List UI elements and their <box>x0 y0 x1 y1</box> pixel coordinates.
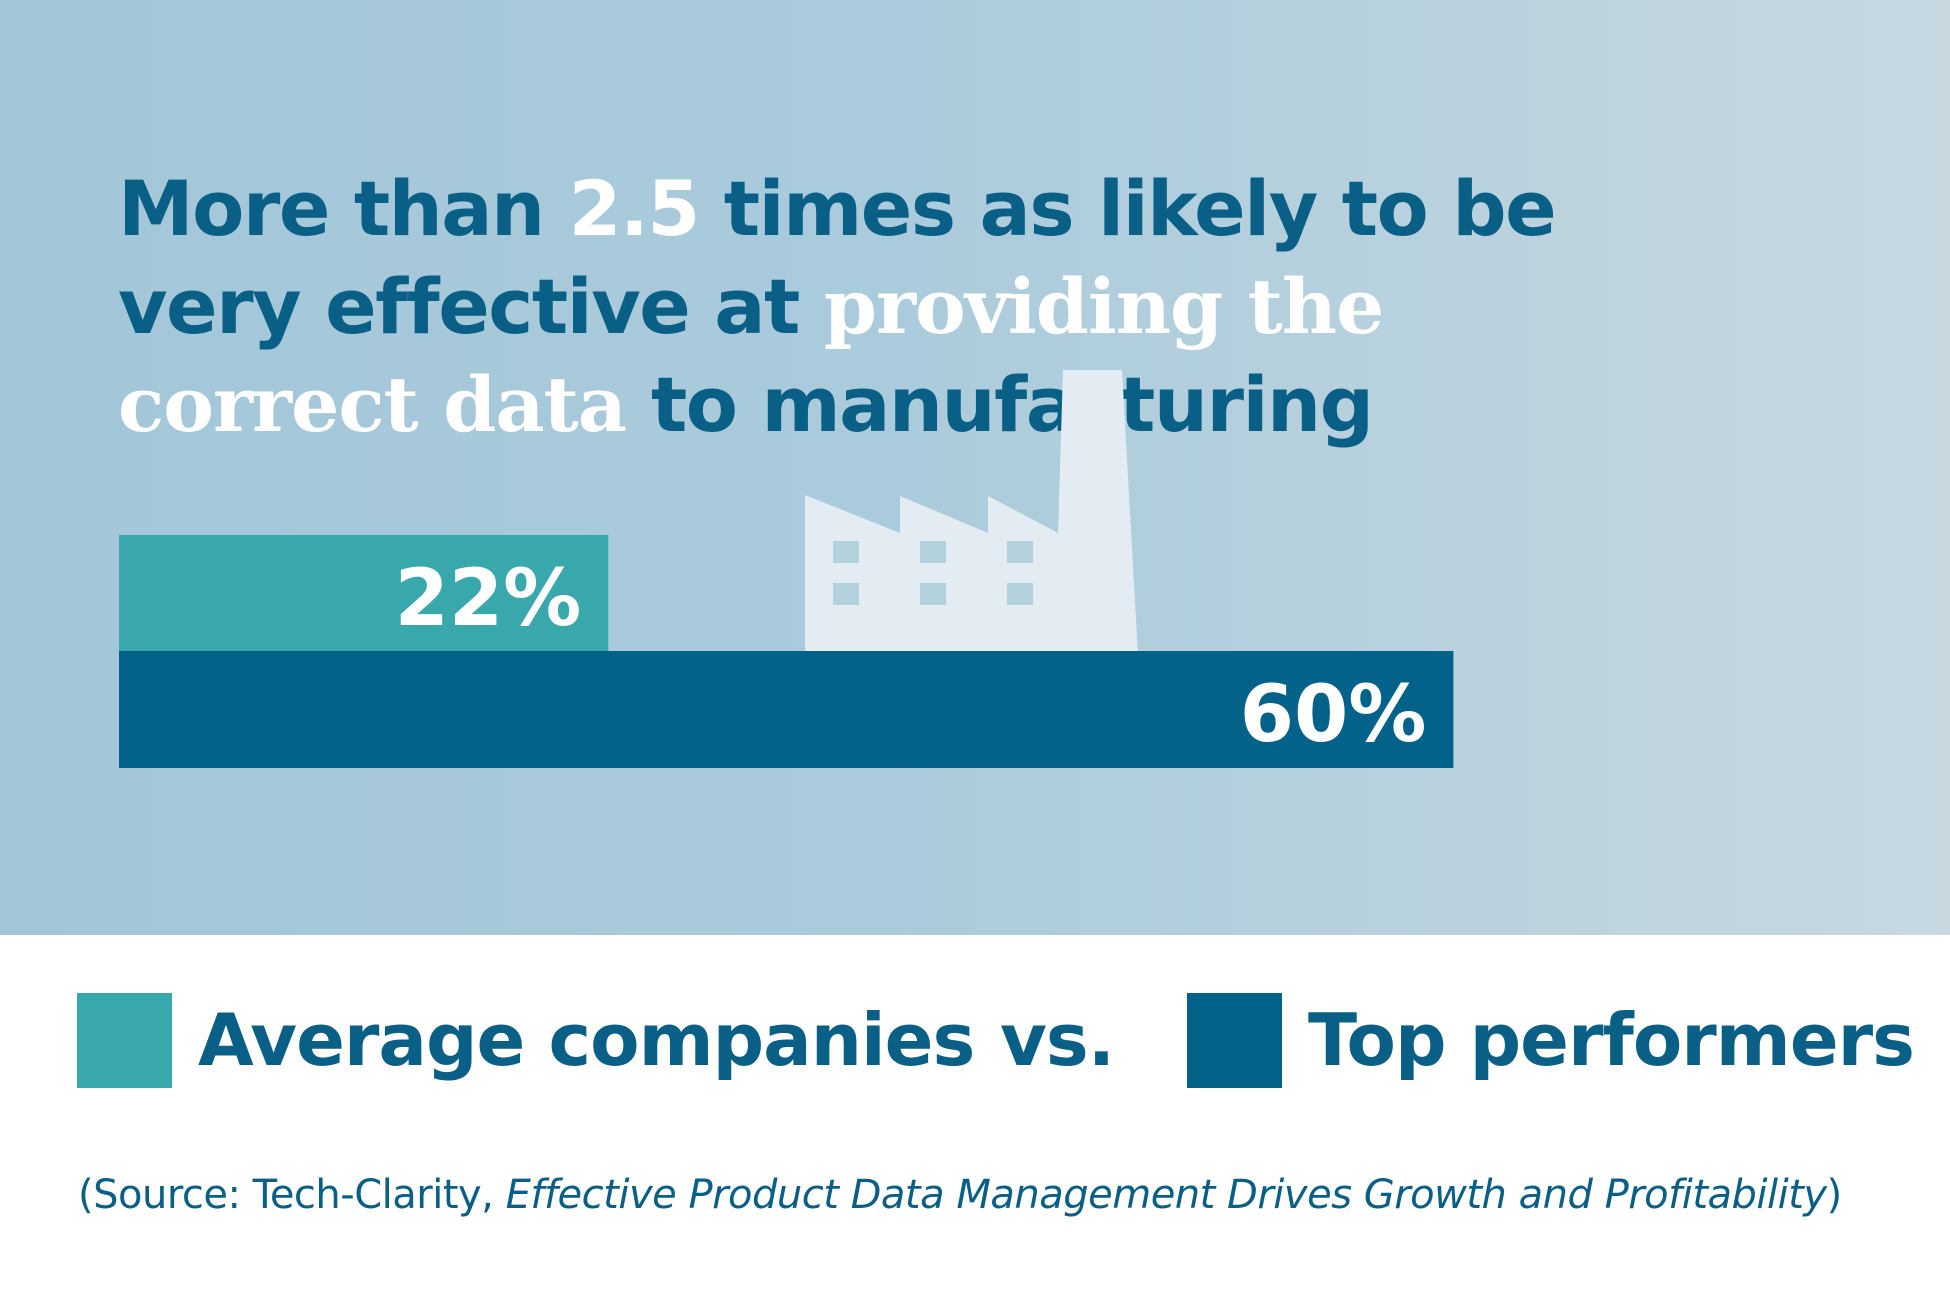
title-part-1: More than <box>118 164 569 253</box>
bar-average-companies <box>119 535 609 652</box>
source-prefix: (Source: Tech-Clarity, <box>78 1172 506 1218</box>
title-part-2: times as likely to be very effective at <box>118 164 1557 351</box>
hero-panel: More than 2.5 times as likely to be very… <box>0 0 1950 935</box>
bar-chart: 22% 60% <box>119 535 1454 768</box>
legend-vs-label: vs. <box>1000 998 1115 1082</box>
title-highlight-multiplier: 2.5 <box>568 164 701 253</box>
bar-value-label-average-companies: 22% <box>395 554 582 644</box>
source-citation: (Source: Tech-Clarity, Effective Product… <box>78 1172 1842 1218</box>
source-title: Effective Product Data Management Drives… <box>505 1172 1828 1218</box>
bar-top-performers <box>119 651 1454 768</box>
legend-label-top: Top performers <box>1308 998 1915 1082</box>
legend: Average companies vs. Top performers <box>0 935 1950 1296</box>
chart-title: More than 2.5 times as likely to be very… <box>118 160 1678 454</box>
factory-icon <box>805 370 1138 655</box>
source-suffix: ) <box>1826 1172 1843 1218</box>
legend-label-average: Average companies <box>198 998 975 1082</box>
legend-swatch-average <box>77 993 172 1088</box>
title-highlight-phrase: providing the correct data <box>118 262 1384 449</box>
legend-swatch-top <box>1187 993 1282 1088</box>
title-part-3: to manufacturing <box>625 360 1374 449</box>
bar-value-label-top-performers: 60% <box>1240 670 1427 760</box>
